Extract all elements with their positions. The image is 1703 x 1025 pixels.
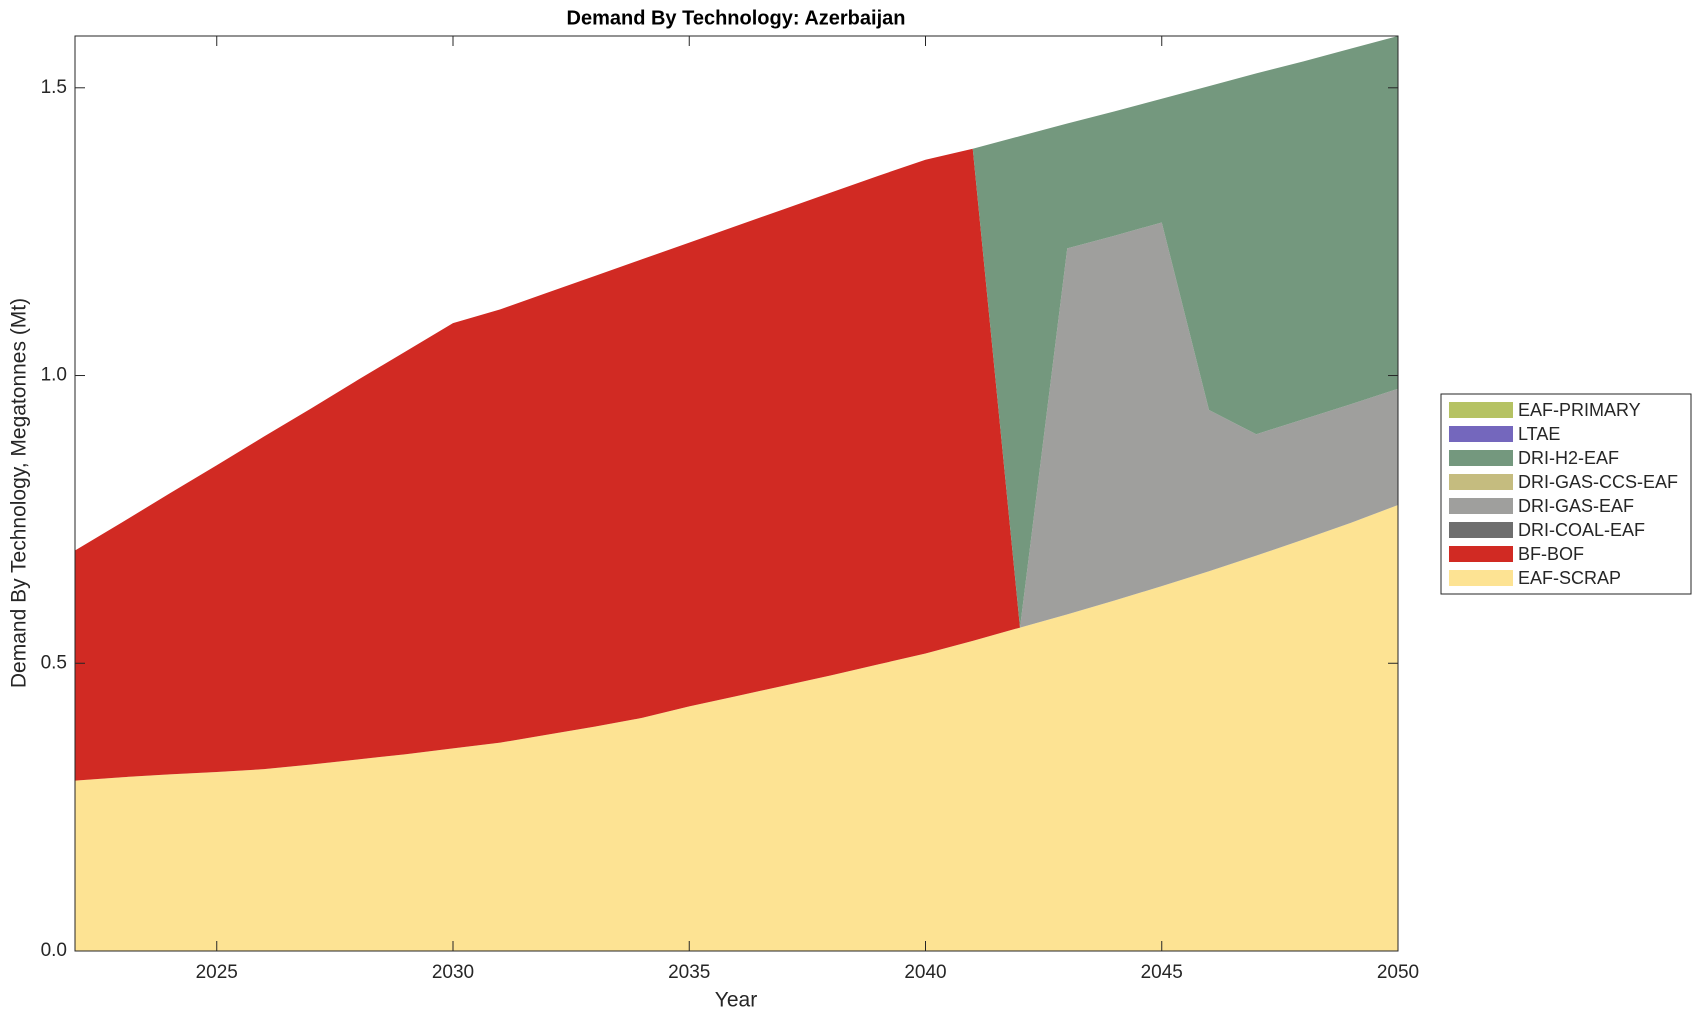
chart-title: Demand By Technology: Azerbaijan [567,7,906,29]
legend-swatch [1449,474,1513,490]
y-tick-label: 1.0 [41,365,67,386]
legend-swatch [1449,450,1513,466]
x-tick-label: 2040 [904,962,946,983]
legend-swatch [1449,546,1513,562]
legend-box [1440,393,1692,595]
x-tick-label: 2025 [196,962,238,983]
area [75,148,1398,628]
legend-label: EAF-SCRAP [1518,568,1621,588]
legend-swatch [1449,426,1513,442]
area [75,505,1398,951]
legend-label: LTAE [1518,424,1560,444]
legend-swatch [1449,570,1513,586]
plot-frame [74,35,1399,952]
legend-label: EAF-PRIMARY [1518,400,1641,420]
y-axis-label: Demand By Technology, Megatonnes (Mt) [8,298,31,688]
y-tick-label: 1.5 [41,77,67,98]
x-tick-label: 2030 [432,962,474,983]
legend-swatch [1449,402,1513,418]
legend-swatch [1449,522,1513,538]
legend-label: DRI-H2-EAF [1518,448,1619,468]
x-axis-label: Year [715,989,757,1012]
x-tick-label: 2035 [668,962,710,983]
legend-label: DRI-COAL-EAF [1518,520,1645,540]
x-tick-label: 2050 [1377,962,1419,983]
y-tick-label: 0.5 [41,652,67,673]
y-tick-label: 0.0 [41,940,67,961]
legend-swatch [1449,498,1513,514]
legend-label: DRI-GAS-CCS-EAF [1518,472,1678,492]
legend-label: DRI-GAS-EAF [1518,496,1634,516]
area [75,36,1398,628]
x-tick-label: 2045 [1141,962,1183,983]
area [75,148,1398,781]
legend-label: BF-BOF [1518,544,1584,564]
